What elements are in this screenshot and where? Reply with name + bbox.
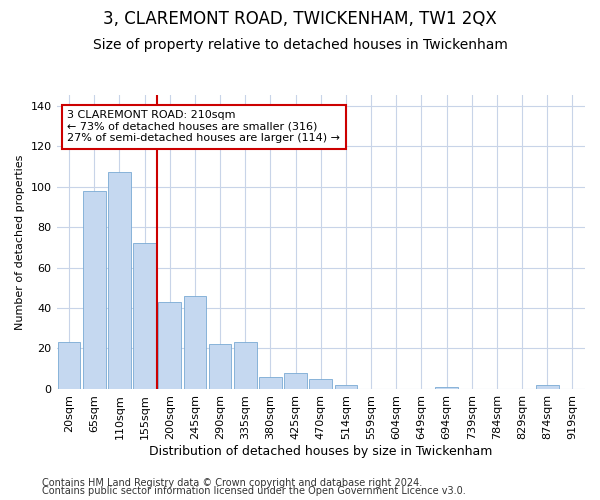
Bar [536, 385, 559, 389]
Text: 3, CLAREMONT ROAD, TWICKENHAM, TW1 2QX: 3, CLAREMONT ROAD, TWICKENHAM, TW1 2QX [103, 10, 497, 28]
Bar [83, 190, 106, 389]
Text: Contains HM Land Registry data © Crown copyright and database right 2024.: Contains HM Land Registry data © Crown c… [42, 478, 422, 488]
X-axis label: Distribution of detached houses by size in Twickenham: Distribution of detached houses by size … [149, 444, 493, 458]
Bar [284, 373, 307, 389]
Bar [184, 296, 206, 389]
Y-axis label: Number of detached properties: Number of detached properties [15, 154, 25, 330]
Text: 3 CLAREMONT ROAD: 210sqm
← 73% of detached houses are smaller (316)
27% of semi-: 3 CLAREMONT ROAD: 210sqm ← 73% of detach… [67, 110, 340, 144]
Bar [58, 342, 80, 389]
Bar [108, 172, 131, 389]
Bar [435, 387, 458, 389]
Text: Contains public sector information licensed under the Open Government Licence v3: Contains public sector information licen… [42, 486, 466, 496]
Bar [259, 377, 282, 389]
Bar [335, 385, 357, 389]
Bar [234, 342, 257, 389]
Bar [133, 243, 156, 389]
Bar [310, 379, 332, 389]
Text: Size of property relative to detached houses in Twickenham: Size of property relative to detached ho… [92, 38, 508, 52]
Bar [209, 344, 232, 389]
Bar [158, 302, 181, 389]
